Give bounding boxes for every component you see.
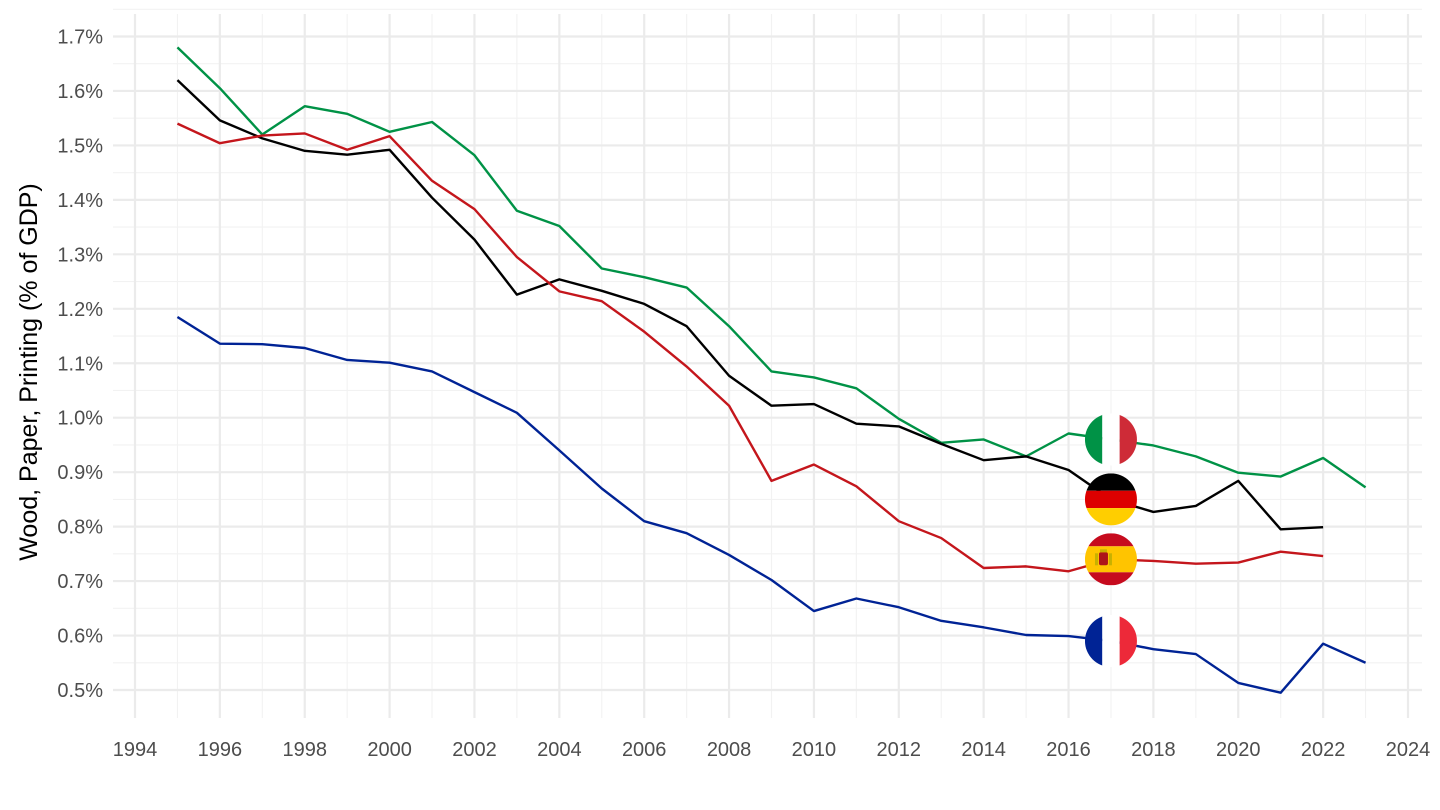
- x-tick-label: 2000: [367, 739, 412, 761]
- y-tick-label: 1.3%: [57, 244, 103, 266]
- y-tick-label: 0.6%: [57, 626, 103, 648]
- series-line-italy: [176, 46, 1367, 489]
- y-tick-label: 1.4%: [57, 190, 103, 212]
- y-axis-title: Wood, Paper, Printing (% of GDP): [15, 183, 43, 560]
- spain-flag-icon: [1084, 533, 1137, 586]
- y-tick-label: 0.9%: [57, 462, 103, 484]
- x-axis-tick-labels: 1994 1996 1998 2000 2002 2004 2006 2008 2010 2012…: [113, 739, 1431, 761]
- x-tick-label: 2008: [707, 739, 752, 761]
- y-tick-label: 0.5%: [57, 680, 103, 702]
- major-gridlines: [113, 14, 1422, 718]
- x-tick-label: 2016: [1046, 739, 1091, 761]
- y-tick-label: 1.6%: [57, 81, 103, 103]
- minor-gridlines: [113, 8, 1422, 718]
- y-tick-label: 1.1%: [57, 353, 103, 375]
- x-tick-label: 2020: [1216, 739, 1261, 761]
- series-line-france: [176, 315, 1367, 694]
- x-tick-label: 2010: [792, 739, 837, 761]
- x-tick-label: 2022: [1301, 739, 1346, 761]
- x-tick-label: 1998: [282, 739, 327, 761]
- series-line-germany: [176, 79, 1324, 531]
- y-tick-label: 1.5%: [57, 135, 103, 157]
- flag-markers: [1084, 413, 1137, 667]
- x-tick-label: 1996: [198, 739, 243, 761]
- x-tick-label: 2012: [877, 739, 922, 761]
- y-tick-label: 1.0%: [57, 408, 103, 430]
- y-tick-label: 0.7%: [57, 571, 103, 593]
- x-tick-label: 2002: [452, 739, 497, 761]
- y-axis-tick-labels: 0.5% 0.6% 0.7% 0.8% 0.9% 1.0% 1.1% 1.2% 1.3% 1.4%…: [57, 27, 103, 703]
- italy-flag-icon: [1084, 413, 1137, 466]
- france-flag-icon: [1084, 614, 1137, 667]
- y-tick-label: 1.7%: [57, 27, 103, 49]
- x-tick-label: 1994: [113, 739, 158, 761]
- x-tick-label: 2006: [622, 739, 667, 761]
- y-tick-label: 1.2%: [57, 299, 103, 321]
- germany-flag-icon: [1084, 473, 1137, 526]
- y-tick-label: 0.8%: [57, 517, 103, 539]
- x-tick-label: 2024: [1386, 739, 1431, 761]
- x-tick-label: 2018: [1131, 739, 1176, 761]
- x-tick-label: 2004: [537, 739, 582, 761]
- x-tick-label: 2014: [961, 739, 1006, 761]
